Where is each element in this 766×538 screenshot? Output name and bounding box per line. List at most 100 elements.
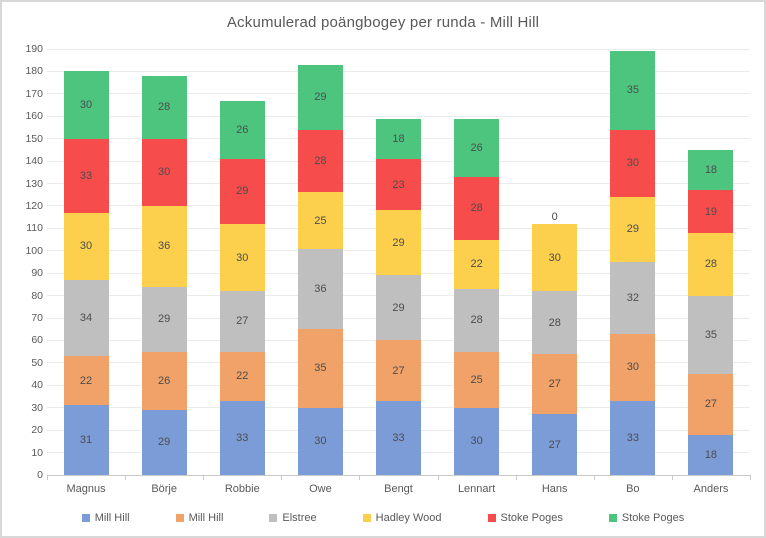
bar-segment-label: 30 [236,251,249,264]
bar-segment[interactable]: 22 [219,351,265,401]
legend-label: Hadley Wood [375,512,442,524]
legend-item[interactable]: Stoke Poges [487,512,563,524]
bar-segment-label: 33 [392,431,405,444]
bar-segment[interactable]: 30 [141,138,187,206]
bar-segment[interactable]: 22 [63,356,109,406]
bar-segment[interactable]: 29 [610,196,656,262]
y-axis-label: 190 [25,43,43,55]
bar-segment[interactable]: 19 [688,190,734,233]
bar-segment[interactable]: 32 [610,262,656,334]
bar-segment-label: 27 [548,438,561,451]
y-axis-label: 50 [31,356,43,369]
bar-segment-label: 28 [548,316,561,329]
bar-segment[interactable]: 28 [532,291,578,354]
bar-segment[interactable]: 31 [63,405,109,475]
bar-segment[interactable]: 28 [141,75,187,139]
bar-segment[interactable]: 30 [219,223,265,292]
y-axis-label: 110 [26,222,43,235]
x-axis-tick [203,475,205,480]
bar-segment-label: 30 [470,435,483,448]
bar-segment[interactable]: 29 [141,409,187,475]
bar-segment[interactable]: 29 [219,158,265,224]
bar-segment[interactable]: 30 [610,333,656,401]
bar-segment-label: 27 [704,398,718,411]
bar-segment[interactable]: 22 [454,239,500,289]
bar-segment[interactable]: 25 [454,351,500,408]
x-axis-tick [671,475,673,480]
bar-segment-label: 33 [79,169,93,182]
bar-segment[interactable]: 18 [688,434,734,475]
bar-segment-label: 0 [551,210,558,223]
bar-segment-label: 28 [704,258,718,271]
bar-segment-label: 30 [314,435,327,448]
category-label: Börje [151,483,177,495]
legend-item[interactable]: Elstree [269,512,317,524]
bar-segment[interactable]: 35 [297,329,343,408]
bar-segment-label: 26 [236,123,249,136]
bar-segment-label: 30 [158,166,171,179]
bar-segment[interactable]: 34 [63,279,109,357]
y-axis-label: 90 [31,267,43,280]
bar-segment[interactable]: 30 [532,223,578,292]
bar-segment[interactable]: 30 [610,129,656,197]
bar-segment[interactable]: 30 [454,407,500,475]
bar-segment[interactable]: 28 [297,129,343,193]
bar-segment-label: 18 [392,132,405,145]
bar-segment[interactable]: 28 [454,176,500,240]
bar-segment[interactable]: 35 [688,295,734,375]
legend-item[interactable]: Mill Hill [81,512,130,524]
bar-segment[interactable]: 28 [454,288,500,352]
bar-segment[interactable]: 30 [63,71,109,139]
bar-segment[interactable]: 18 [688,149,734,191]
bar-segment-label: 28 [158,101,171,114]
legend-item[interactable]: Stoke Poges [608,512,684,524]
bar-segment-label: 27 [392,364,405,377]
bar-segment[interactable]: 29 [141,286,187,352]
bar-segment-label: 29 [158,436,171,449]
bar-segment-label: 30 [626,361,639,374]
bar-segment[interactable]: 33 [376,401,421,475]
bar-segment[interactable]: 25 [297,192,343,249]
bar-segment[interactable]: 36 [297,248,343,330]
bar-segment[interactable]: 36 [141,205,187,287]
legend-label: Elstree [282,512,317,524]
bar-segment-label: 29 [236,185,249,198]
y-axis-label: 130 [25,177,43,190]
bar-segment[interactable]: 33 [63,138,109,213]
bar-segment[interactable]: 27 [688,374,734,435]
y-axis-label: 30 [31,401,43,414]
bar-segment[interactable]: 29 [376,210,421,276]
category-label: Anders [693,483,729,495]
bar-segment-label: 29 [392,236,405,249]
bar-segment[interactable]: 23 [376,158,421,211]
bar-segment[interactable]: 29 [297,64,343,130]
legend-item[interactable]: Mill Hill [175,512,223,524]
bar-segment[interactable]: 33 [610,401,656,475]
category-label: Hans [541,483,568,495]
bar-segment[interactable]: 18 [376,118,421,159]
bar-segment[interactable]: 27 [532,353,578,415]
bar-segment-label: 28 [470,202,483,215]
bar-segment-label: 25 [470,373,483,386]
legend: Mill Hill Mill Hill Elstree Hadley Wood Stok… [2,512,764,524]
bar-segment[interactable]: 35 [610,51,656,130]
bar-segment[interactable]: 27 [219,291,265,352]
y-axis-label: 40 [31,379,43,392]
x-axis-tick [515,475,517,480]
bar-segment-label: 30 [548,251,561,264]
legend-item[interactable]: Hadley Wood [362,512,442,524]
x-axis-tick [750,475,751,480]
bar-segment-label: 26 [470,141,483,154]
bar-segment[interactable]: 26 [219,100,265,159]
bar-segment[interactable]: 27 [532,414,578,475]
bar-segment[interactable]: 26 [141,351,187,410]
bar-segment[interactable]: 29 [376,275,421,341]
bar-segment[interactable]: 26 [454,118,500,177]
bar-segment[interactable]: 30 [63,212,109,280]
bar-segment[interactable]: 27 [376,340,421,401]
bar-segment[interactable]: 28 [688,232,734,296]
bar-segment[interactable]: 33 [219,401,265,475]
bar-segment[interactable]: 30 [297,407,343,475]
bar-segment-label: 34 [79,312,93,325]
